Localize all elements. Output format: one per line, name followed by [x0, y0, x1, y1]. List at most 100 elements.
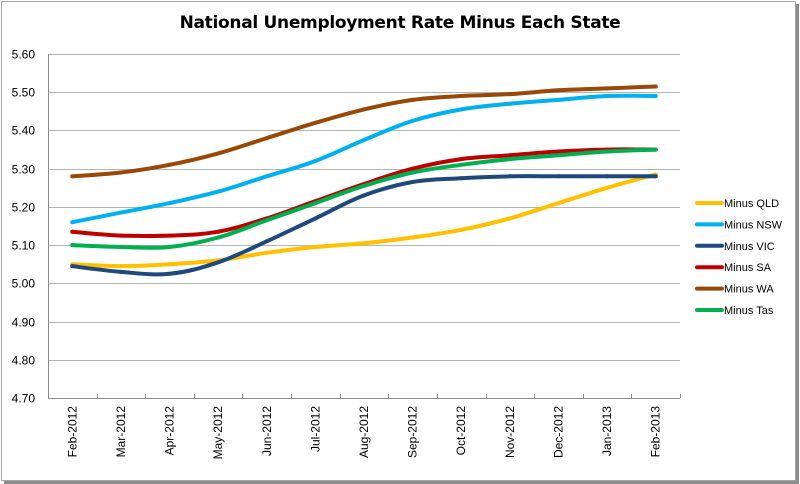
data-point-minus-vic — [653, 174, 658, 179]
data-point-minus-qld — [507, 216, 512, 221]
x-tick-label: Oct-2012 — [454, 406, 468, 456]
data-point-minus-nsw — [459, 107, 464, 112]
y-tick-label: 4.80 — [12, 354, 36, 368]
legend-label-minus-tas: Minus Tas — [724, 305, 774, 317]
data-point-minus-tas — [264, 218, 269, 223]
y-tick-label: 5.50 — [12, 86, 36, 100]
data-point-minus-nsw — [410, 118, 415, 123]
data-point-minus-vic — [507, 174, 512, 179]
x-tick-label: Apr-2012 — [163, 406, 177, 456]
data-point-minus-qld — [313, 245, 318, 249]
data-point-minus-tas — [313, 201, 318, 206]
x-tick-label: Nov-2012 — [503, 406, 517, 458]
legend-label-minus-wa: Minus WA — [724, 284, 774, 296]
data-point-minus-tas — [70, 243, 75, 248]
data-point-minus-sa — [167, 233, 172, 238]
series-line-minus-sa — [70, 147, 658, 239]
data-point-minus-qld — [118, 264, 123, 269]
data-point-minus-vic — [167, 271, 172, 276]
data-point-minus-wa — [167, 162, 172, 167]
legend: Minus QLD Minus NSW Minus VIC Minus SA Minus… — [695, 198, 783, 317]
data-point-minus-nsw — [556, 97, 561, 102]
data-point-minus-sa — [410, 166, 415, 171]
data-point-minus-vic — [313, 216, 318, 221]
x-tick-label: Jul-2012 — [308, 406, 322, 452]
x-tick-label: Jan-2013 — [600, 406, 614, 456]
data-point-minus-vic — [605, 174, 610, 179]
data-point-minus-nsw — [362, 138, 366, 142]
data-point-minus-wa — [507, 92, 512, 97]
series-line-minus-nsw — [70, 93, 658, 225]
data-point-minus-sa — [507, 153, 512, 158]
x-tick-label: Feb-2013 — [649, 406, 663, 458]
data-point-minus-sa — [216, 229, 221, 234]
data-point-minus-vic — [410, 180, 415, 184]
x-tick-label: Jun-2012 — [260, 406, 274, 456]
data-point-minus-tas — [653, 147, 658, 152]
data-point-minus-qld — [264, 250, 269, 255]
data-point-minus-tas — [167, 245, 172, 249]
data-point-minus-wa — [556, 88, 561, 93]
series-line-minus-vic — [70, 174, 658, 277]
x-tick-label: Dec-2012 — [551, 406, 565, 458]
data-point-minus-qld — [459, 227, 464, 232]
y-tick-label: 5.60 — [12, 48, 36, 62]
data-point-minus-tas — [216, 235, 221, 240]
data-point-minus-nsw — [216, 189, 221, 194]
series-line-minus-qld — [70, 172, 658, 269]
data-point-minus-qld — [362, 241, 366, 246]
x-axis: Feb-2012 Mar-2012 Apr-2012 May-2012 Jun-2012… — [48, 394, 681, 459]
data-point-minus-qld — [556, 201, 561, 206]
legend-label-minus-vic: Minus VIC — [724, 241, 775, 253]
data-point-minus-qld — [410, 235, 415, 240]
data-point-minus-sa — [70, 229, 75, 234]
y-tick-label: 5.00 — [12, 277, 36, 291]
chart-title: National Unemployment Rate Minus Each St… — [179, 13, 621, 33]
y-tick-label: 5.20 — [12, 201, 36, 215]
data-point-minus-nsw — [118, 210, 123, 215]
data-point-minus-wa — [605, 86, 610, 91]
data-point-minus-vic — [264, 239, 269, 244]
data-point-minus-tas — [410, 170, 415, 175]
data-point-minus-wa — [70, 174, 75, 179]
data-point-minus-wa — [264, 136, 269, 141]
x-tick-label: Aug-2012 — [357, 406, 371, 458]
y-tick-label: 5.30 — [12, 163, 36, 177]
data-point-minus-wa — [362, 107, 366, 112]
series-lines — [70, 84, 658, 277]
data-point-minus-qld — [167, 262, 172, 267]
data-point-minus-vic — [362, 193, 366, 198]
x-tick-label: Sep-2012 — [406, 406, 420, 458]
data-point-minus-qld — [605, 185, 610, 190]
data-point-minus-vic — [459, 176, 464, 181]
data-point-minus-nsw — [507, 101, 512, 106]
data-point-minus-nsw — [167, 201, 172, 206]
data-point-minus-vic — [216, 260, 221, 265]
y-axis: 5.60 5.50 5.40 5.30 5.20 5.10 5.00 4.90 4.80 4.70 — [12, 48, 49, 406]
data-point-minus-sa — [118, 233, 123, 238]
data-point-minus-wa — [216, 151, 221, 156]
x-tick-label: May-2012 — [211, 406, 225, 460]
data-point-minus-wa — [459, 94, 464, 98]
data-point-minus-vic — [70, 264, 75, 269]
data-point-minus-sa — [459, 157, 464, 162]
data-point-minus-tas — [507, 157, 512, 162]
data-point-minus-sa — [556, 149, 561, 154]
legend-label-minus-qld: Minus QLD — [724, 198, 779, 210]
data-point-minus-vic — [556, 174, 561, 179]
data-point-minus-tas — [459, 162, 464, 167]
y-tick-label: 5.40 — [12, 124, 36, 138]
legend-label-minus-sa: Minus SA — [724, 262, 772, 274]
x-tick-label: Feb-2012 — [65, 406, 79, 458]
data-point-minus-nsw — [605, 94, 610, 98]
data-point-minus-nsw — [653, 94, 658, 98]
y-tick-label: 5.10 — [12, 239, 36, 253]
data-point-minus-tas — [605, 149, 610, 154]
data-point-minus-nsw — [264, 174, 269, 179]
data-point-minus-tas — [118, 245, 123, 249]
data-point-minus-tas — [362, 183, 366, 188]
data-point-minus-wa — [653, 84, 658, 89]
data-point-minus-nsw — [70, 220, 75, 225]
y-tick-label: 4.70 — [12, 392, 36, 406]
